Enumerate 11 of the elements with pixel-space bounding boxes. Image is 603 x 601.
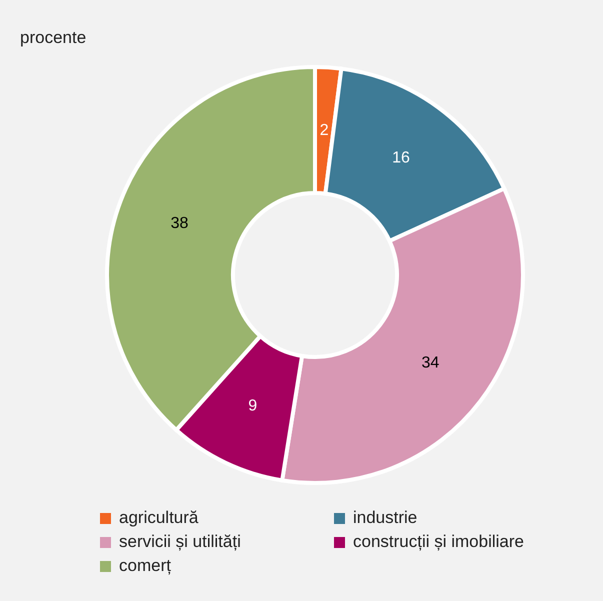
data-label: 38 (170, 214, 189, 232)
legend-label: agricultură (119, 508, 198, 528)
data-label: 9 (248, 397, 258, 414)
legend-label: industrie (353, 508, 418, 528)
chart-title: procente (20, 28, 86, 48)
legend-label: servicii și utilități (119, 532, 241, 552)
legend-label: construcții și imobiliare (353, 532, 524, 552)
data-label: 2 (320, 122, 329, 139)
data-label: 34 (421, 354, 440, 372)
data-label: 16 (392, 150, 410, 167)
legend-label: comerț (119, 556, 171, 576)
